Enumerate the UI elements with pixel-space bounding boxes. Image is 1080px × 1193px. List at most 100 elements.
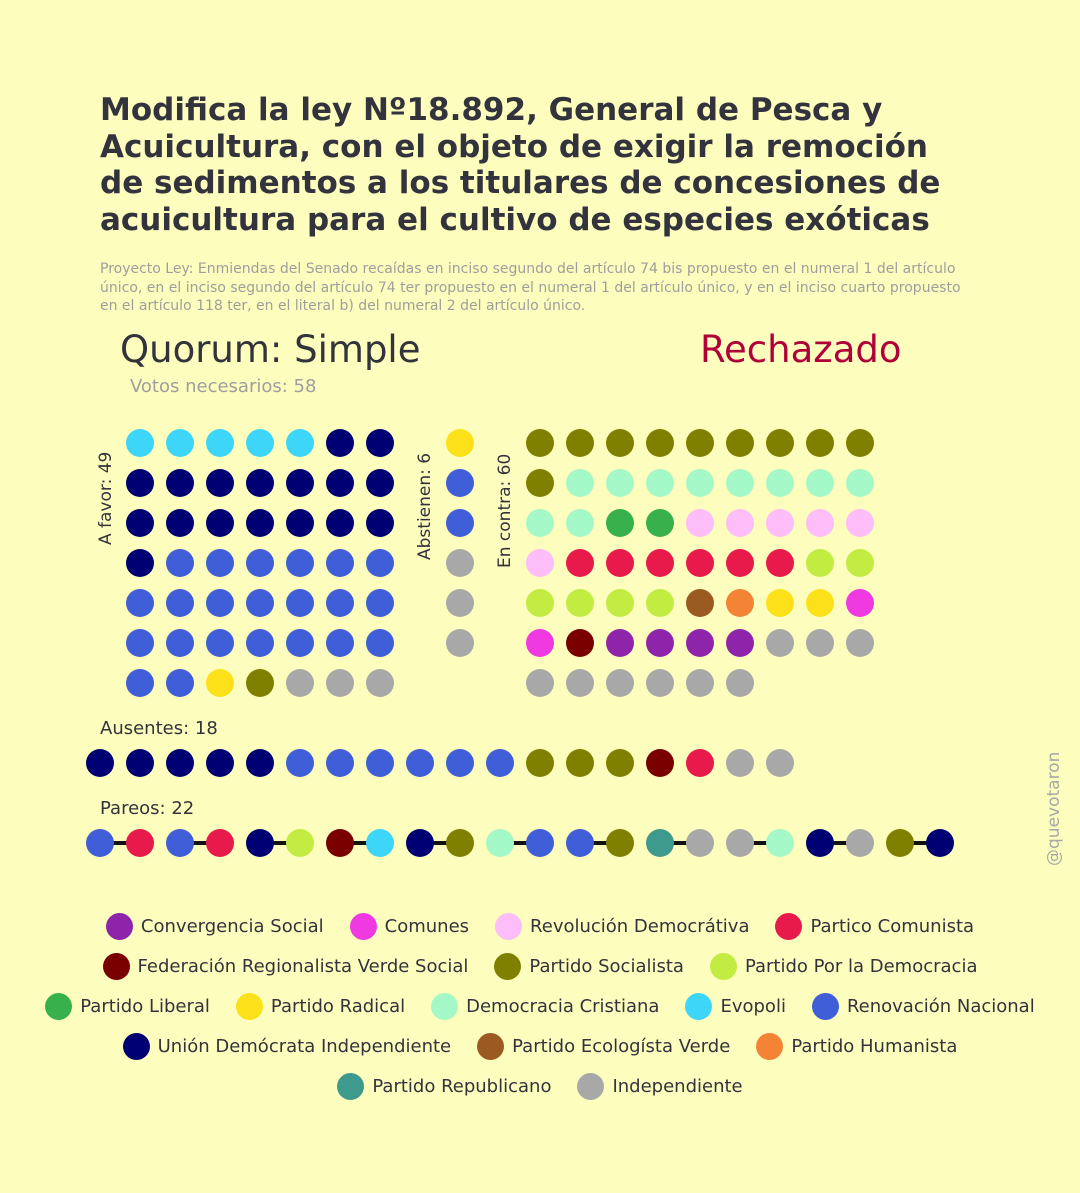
legend-label: Evopoli xyxy=(720,995,786,1017)
legend-item: Partido Humanista xyxy=(756,1032,957,1060)
legend-item: Partico Comunista xyxy=(775,912,974,940)
contra-seat xyxy=(766,509,794,537)
legend-label: Democracia Cristiana xyxy=(466,995,660,1017)
favor-seat xyxy=(166,509,194,537)
favor-seat xyxy=(246,509,274,537)
contra-seat xyxy=(686,589,714,617)
favor-seat xyxy=(166,429,194,457)
legend-item: Renovación Nacional xyxy=(811,992,1035,1020)
votes-needed-label: Votos necesarios: 58 xyxy=(130,376,317,397)
contra-seat xyxy=(566,589,594,617)
favor-seat xyxy=(366,549,394,577)
contra-seat xyxy=(606,629,634,657)
favor-seat xyxy=(246,469,274,497)
contra-seat xyxy=(806,509,834,537)
legend-item: Partido Socialista xyxy=(494,952,684,980)
contra-seat xyxy=(566,509,594,537)
absent-seat xyxy=(726,749,754,777)
favor-seat xyxy=(166,469,194,497)
absent-seat xyxy=(646,749,674,777)
contra-seat xyxy=(646,629,674,657)
favor-seat xyxy=(366,589,394,617)
contra-seat xyxy=(846,549,874,577)
contra-seat xyxy=(646,429,674,457)
contra-seat xyxy=(766,429,794,457)
legend-label: Partido Liberal xyxy=(80,995,210,1017)
legend-item: Partido Ecologísta Verde xyxy=(477,1032,731,1060)
favor-seat xyxy=(166,549,194,577)
legend-swatch xyxy=(122,1032,150,1060)
paired-seat xyxy=(366,829,394,857)
absent-seat xyxy=(126,749,154,777)
paired-label: Pareos: 22 xyxy=(100,798,195,819)
legend-label: Convergencia Social xyxy=(140,915,324,937)
absent-seat xyxy=(286,749,314,777)
contra-seat xyxy=(846,429,874,457)
favor-seat xyxy=(206,589,234,617)
favor-seat xyxy=(286,429,314,457)
contra-seat xyxy=(846,509,874,537)
contra-seat xyxy=(686,429,714,457)
absent-seat xyxy=(486,749,514,777)
favor-seat xyxy=(206,629,234,657)
contra-seat xyxy=(646,549,674,577)
legend-row: Federación Regionalista Verde Social Part… xyxy=(0,946,1080,986)
contra-seat xyxy=(526,469,554,497)
absent-seat xyxy=(206,749,234,777)
contra-seat xyxy=(606,509,634,537)
contra-seat xyxy=(606,589,634,617)
favor-seat xyxy=(166,669,194,697)
legend-swatch xyxy=(495,912,523,940)
contra-seat xyxy=(846,629,874,657)
contra-seat xyxy=(606,469,634,497)
legend-swatch xyxy=(775,912,803,940)
paired-seat xyxy=(446,829,474,857)
abstain-seat xyxy=(446,629,474,657)
legend-label: Comunes xyxy=(384,915,470,937)
contra-seat xyxy=(846,469,874,497)
legend-label: Revolución Democrátiva xyxy=(530,915,750,937)
paired-seat xyxy=(606,829,634,857)
contra-seat xyxy=(806,469,834,497)
page-title: Modifica la ley Nº18.892, General de Pes… xyxy=(100,92,941,238)
absent-seat xyxy=(326,749,354,777)
legend-item: Partido Republicano xyxy=(337,1072,551,1100)
legend-label: Federación Regionalista Verde Social xyxy=(137,955,469,977)
absent-label: Ausentes: 18 xyxy=(100,718,218,739)
contra-seat xyxy=(766,589,794,617)
favor-seat xyxy=(126,549,154,577)
legend-swatch xyxy=(685,992,713,1020)
paired-seat xyxy=(326,829,354,857)
legend-swatch xyxy=(105,912,133,940)
contra-seat xyxy=(606,549,634,577)
legend-swatch xyxy=(577,1072,605,1100)
contra-seat xyxy=(726,429,754,457)
absent-seat xyxy=(526,749,554,777)
contra-seat xyxy=(526,629,554,657)
favor-seat xyxy=(206,509,234,537)
favor-seat xyxy=(326,469,354,497)
paired-seat xyxy=(86,829,114,857)
paired-seat xyxy=(206,829,234,857)
legend-item: Evopoli xyxy=(685,992,786,1020)
legend-label: Partido Socialista xyxy=(529,955,684,977)
legend-swatch xyxy=(45,992,73,1020)
contra-seat xyxy=(726,629,754,657)
legend-label: Partido Ecologísta Verde xyxy=(512,1035,731,1057)
abstain-seat xyxy=(446,509,474,537)
legend-swatch xyxy=(477,1032,505,1060)
party-legend: Convergencia Social Comunes Revolución Dem… xyxy=(0,906,1080,1106)
contra-seat xyxy=(726,469,754,497)
paired-seat xyxy=(646,829,674,857)
result-label: Rechazado xyxy=(700,328,902,371)
contra-seat xyxy=(526,589,554,617)
paired-seat xyxy=(726,829,754,857)
favor-seat xyxy=(126,509,154,537)
contra-seat xyxy=(646,509,674,537)
favor-seat xyxy=(246,589,274,617)
favor-seat xyxy=(366,429,394,457)
legend-label: Partido Radical xyxy=(270,995,406,1017)
favor-seat xyxy=(366,629,394,657)
legend-item: Independiente xyxy=(577,1072,743,1100)
favor-seat xyxy=(366,509,394,537)
